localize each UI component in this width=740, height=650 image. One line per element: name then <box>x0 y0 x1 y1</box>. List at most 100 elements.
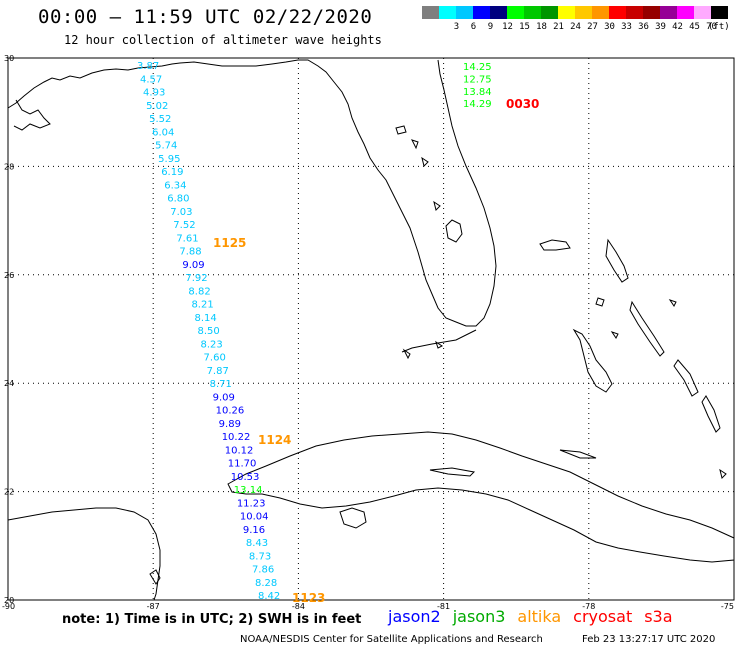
scale-tick-label: 70 <box>706 22 717 32</box>
scale-tick-label: 3 <box>453 22 460 32</box>
lat-label: 20 <box>4 596 14 605</box>
wave-height-label: 7.61 <box>176 233 198 244</box>
satellite-legend-entry: s3a <box>644 607 673 626</box>
wave-height-label: 7.86 <box>252 565 274 576</box>
pass-time-label: 1124 <box>258 433 291 447</box>
scale-swatch <box>694 6 711 19</box>
wave-height-label: 4.93 <box>143 88 165 99</box>
long-island-coastline <box>701 395 721 433</box>
yucatan-coastline <box>7 507 161 601</box>
credit-line: NOAA/NESDIS Center for Satellite Applica… <box>240 634 543 645</box>
satellite-legend: jason2 jason3 altika cryosat s3a <box>388 607 685 626</box>
wave-height-tracks: 3.87 4.57 4.93 5.02 5.52 6.04 5.74 5.95 6.19 6.34… <box>137 61 492 602</box>
eleuthera-coastline <box>629 300 665 357</box>
lon-label: -81 <box>437 602 450 611</box>
gulf-coast-florida-coastline <box>7 59 497 327</box>
pass-time-label: 1125 <box>213 236 246 250</box>
pass-time-labels: 1125 1124 1123 0030 <box>213 97 539 605</box>
wave-height-label: 3.87 <box>137 61 159 72</box>
scale-swatch <box>456 6 473 19</box>
isla-de-la-juventud-coastline <box>339 507 367 529</box>
wave-height-label: 9.09 <box>213 392 235 403</box>
wave-height-label: 9.09 <box>182 260 204 271</box>
map-subtitle: 12 hour collection of altimeter wave hei… <box>64 33 382 47</box>
satellite-legend-entry: cryosat <box>573 607 633 626</box>
scale-swatch <box>541 6 558 19</box>
florida-keys-coastline <box>401 329 477 353</box>
lon-label: -75 <box>721 602 734 611</box>
scale-tick-label: 21 <box>553 22 564 32</box>
coastlines <box>7 59 735 601</box>
scale-tick-label: 39 <box>655 22 666 32</box>
satellite-legend-entry: jason3 <box>452 607 506 626</box>
wave-height-label: 13.14 <box>234 485 263 496</box>
footer-note: note: 1) Time is in UTC; 2) SWH is in fe… <box>62 612 362 627</box>
scale-swatch <box>643 6 660 19</box>
mississippi-delta-coastline <box>13 99 51 131</box>
scale-tick-label: 15 <box>519 22 530 32</box>
wave-height-label: 8.50 <box>198 326 220 337</box>
lat-label: 26 <box>4 271 14 280</box>
wave-height-label: 6.19 <box>161 167 183 178</box>
scale-tick-label: 6 <box>470 22 477 32</box>
scale-swatch <box>592 6 609 19</box>
wave-height-label: 10.12 <box>225 445 254 456</box>
scale-tick-label: 36 <box>638 22 649 32</box>
lat-lon-grid: 30 28 26 24 22 20-90 -87 -84 -81 -78 -75 <box>2 54 734 611</box>
wave-height-label: 8.73 <box>249 551 271 562</box>
wave-height-label: 12.75 <box>463 74 492 85</box>
wave-height-label: 6.80 <box>167 194 189 205</box>
scale-tick-label: 42 <box>672 22 683 32</box>
wave-height-label: 8.82 <box>188 286 210 297</box>
scale-tick-label: 33 <box>621 22 632 32</box>
cuba-coastline <box>227 431 735 563</box>
lon-label: -87 <box>147 602 160 611</box>
wave-height-label: 5.95 <box>158 154 180 165</box>
wave-height-label: 14.25 <box>463 62 492 73</box>
scale-tick-label: 27 <box>587 22 598 32</box>
scale-swatch <box>626 6 643 19</box>
wave-height-label: 14.29 <box>463 99 492 110</box>
wave-height-label: 8.14 <box>194 313 216 324</box>
wave-height-label: 8.43 <box>246 538 268 549</box>
andros-island-coastline <box>572 328 613 393</box>
wave-height-label: 10.22 <box>222 432 251 443</box>
wave-height-label: 5.74 <box>155 141 177 152</box>
scale-swatch <box>524 6 541 19</box>
scale-tick-label: 45 <box>689 22 700 32</box>
map-frame <box>7 57 735 601</box>
generation-timestamp: Feb 23 13:27:17 UTC 2020 <box>582 634 716 645</box>
wave-height-label: 7.52 <box>173 220 195 231</box>
abaco-coastline <box>605 238 629 283</box>
wave-height-label: 7.60 <box>204 353 226 364</box>
cat-exuma-coastline <box>673 359 699 397</box>
scale-swatch <box>422 6 439 19</box>
lat-label: 22 <box>4 488 14 497</box>
scale-tick-label: 18 <box>536 22 547 32</box>
bahamas-small-islands <box>595 297 727 479</box>
scale-swatch <box>677 6 694 19</box>
wave-height-label: 4.57 <box>140 74 162 85</box>
wave-height-label: 7.03 <box>170 207 192 218</box>
wave-height-label: 10.04 <box>240 512 269 523</box>
grand-bahama-coastline <box>539 239 571 251</box>
wave-height-label: 11.70 <box>228 459 257 470</box>
scale-swatch <box>439 6 456 19</box>
wave-height-label: 11.23 <box>237 498 266 509</box>
wave-height-label: 8.71 <box>210 379 232 390</box>
wave-height-label: 13.84 <box>463 87 492 98</box>
wave-height-label: 7.87 <box>207 366 229 377</box>
pass-time-label: 0030 <box>506 97 539 111</box>
wave-height-label: 7.92 <box>185 273 207 284</box>
scale-swatch <box>575 6 592 19</box>
scale-swatch <box>609 6 626 19</box>
wave-height-label: 6.34 <box>164 180 186 191</box>
lake-okeechobee-coastline <box>445 219 463 243</box>
wave-height-label: 8.42 <box>258 591 280 602</box>
lat-label: 30 <box>4 54 14 63</box>
scale-swatch <box>711 6 728 19</box>
pass-time-label: 1123 <box>292 591 325 605</box>
scale-tick-label: 12 <box>502 22 513 32</box>
scale-swatch <box>490 6 507 19</box>
